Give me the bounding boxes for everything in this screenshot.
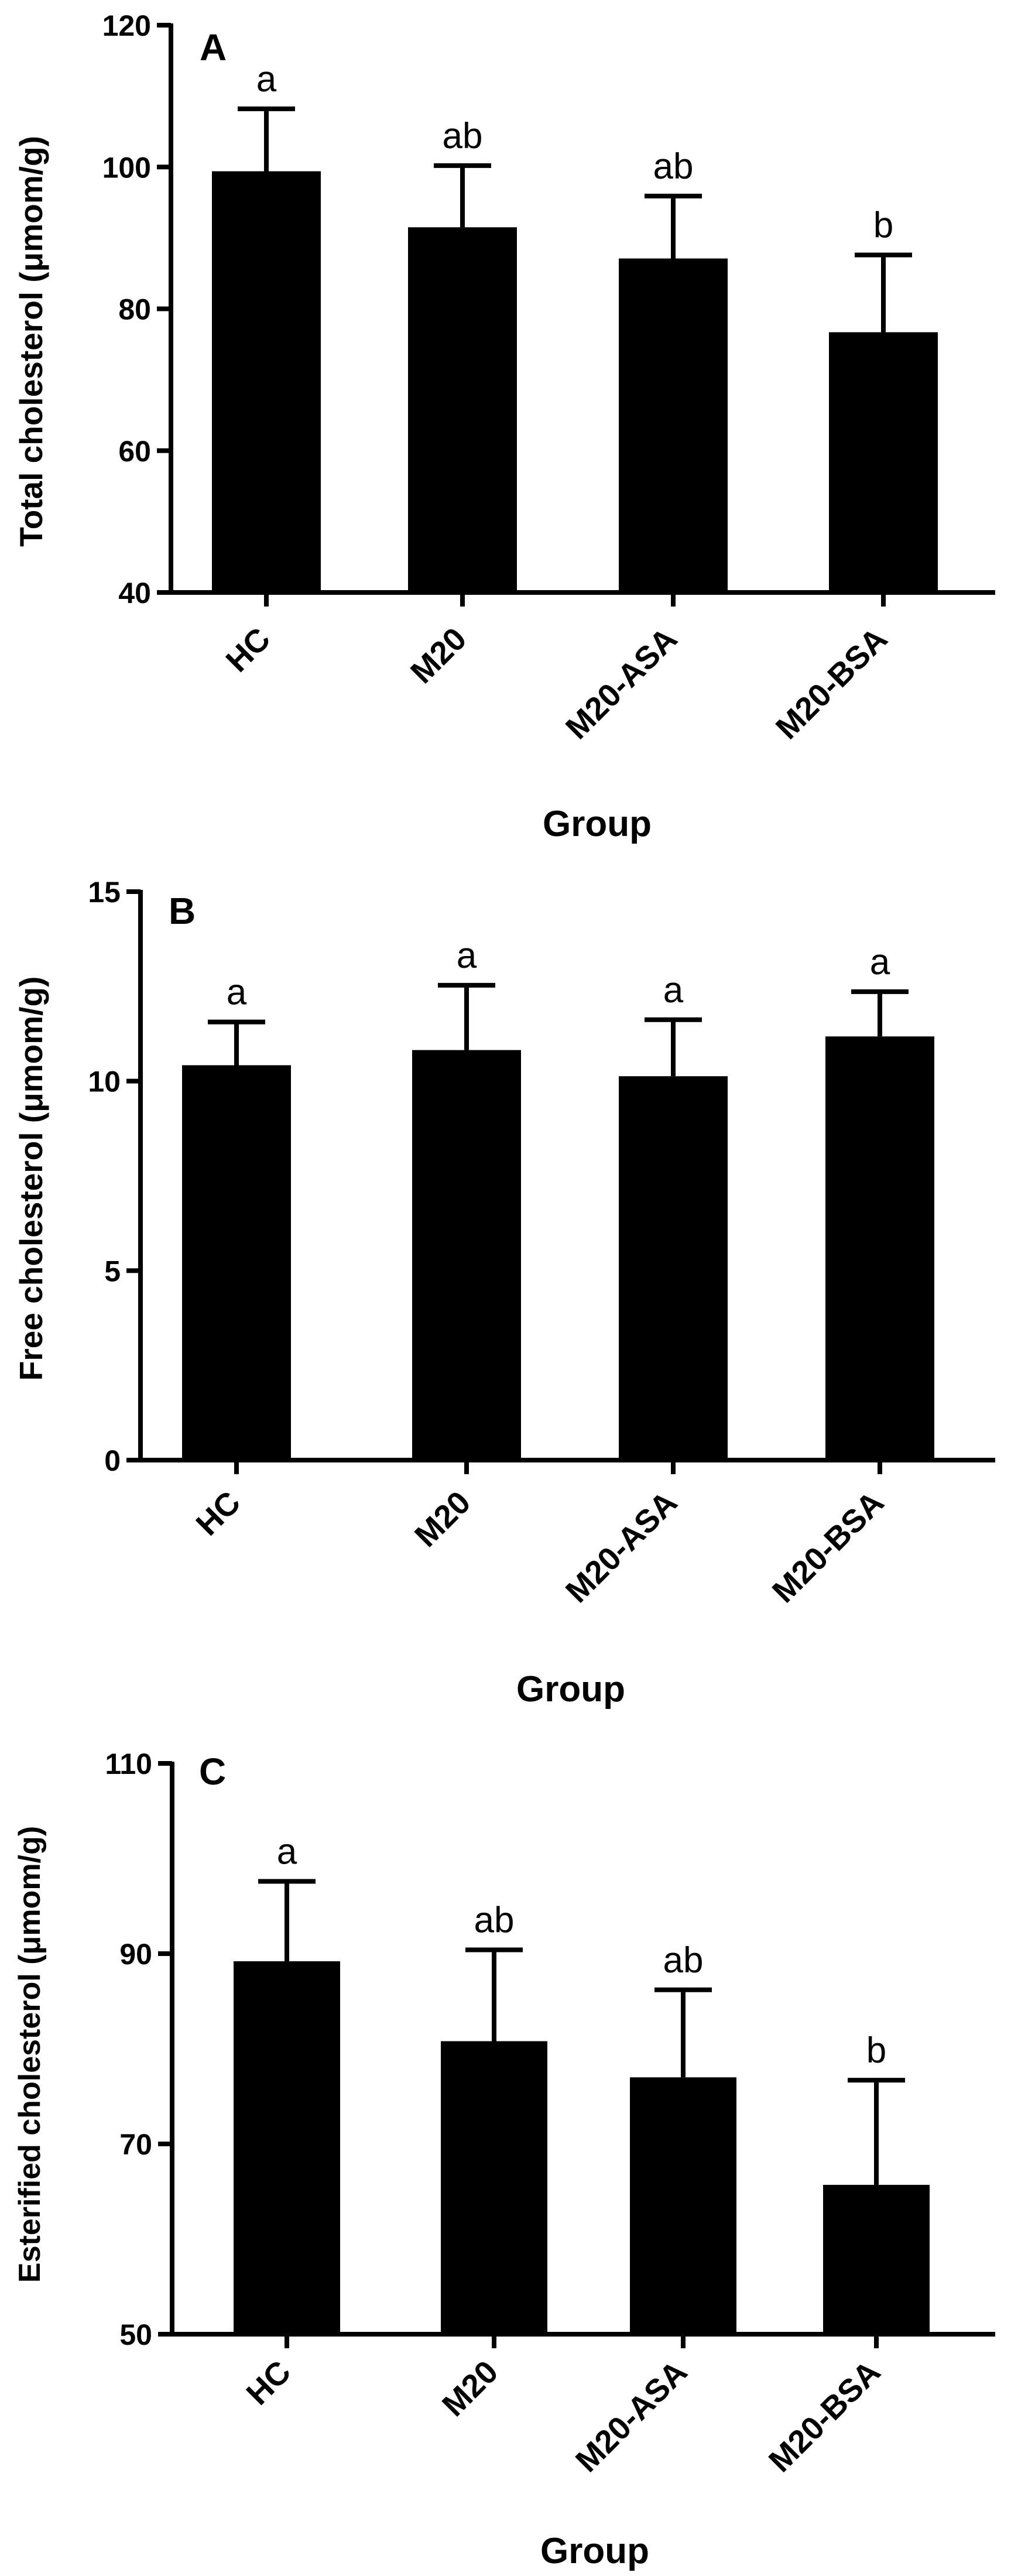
- y-axis-title-c: Esterified cholesterol (μmom/g): [13, 1826, 47, 2283]
- y-tick-label: 110: [105, 1748, 152, 1780]
- y-tick-label: 40: [118, 577, 151, 609]
- x-axis-title-c: Group: [540, 2531, 649, 2571]
- bar-hc: [234, 1961, 340, 2334]
- bar-m20-asa: [619, 1076, 728, 1460]
- x-category-label: M20-BSA: [762, 2354, 887, 2479]
- x-category-label: M20: [403, 621, 474, 691]
- bar-m20: [441, 2041, 547, 2334]
- bar-m20: [408, 227, 517, 592]
- y-tick-label: 80: [118, 293, 151, 326]
- y-tick-label: 50: [119, 2318, 152, 2351]
- x-category-label: M20: [407, 1484, 478, 1554]
- significance-letter: b: [866, 2030, 886, 2071]
- significance-letter: a: [457, 936, 477, 976]
- bar-hc: [212, 171, 321, 593]
- x-category-label: M20-ASA: [568, 2354, 694, 2479]
- panel-c-esterified-cholesterol: C Esterified cholesterol (μmom/g) Group …: [13, 1748, 995, 2571]
- y-tick-label: 0: [104, 1444, 121, 1477]
- significance-letter: a: [663, 970, 684, 1010]
- y-tick-label: 5: [104, 1255, 121, 1287]
- x-category-label: HC: [239, 2354, 297, 2412]
- significance-letter: ab: [653, 146, 694, 187]
- y-tick-label: 10: [88, 1066, 121, 1098]
- panel-letter-a: A: [200, 26, 227, 68]
- bar-m20-bsa: [829, 332, 938, 592]
- bar-m20-asa: [619, 258, 728, 593]
- x-category-label: HC: [218, 621, 277, 679]
- bar-m20-bsa: [825, 1036, 934, 1460]
- bar-m20: [412, 1050, 521, 1460]
- bar-m20-asa: [630, 2077, 736, 2334]
- x-category-label: HC: [189, 1484, 247, 1543]
- x-category-label: M20-BSA: [769, 621, 895, 746]
- bar-m20-bsa: [823, 2184, 930, 2334]
- significance-letter: a: [870, 942, 890, 982]
- y-tick-label: 60: [118, 435, 151, 468]
- significance-letter: a: [277, 1832, 297, 1872]
- x-category-label: M20-BSA: [765, 1484, 891, 1610]
- panel-b-free-cholesterol: B Free cholesterol (μmom/g) Group a a a a 0 5…: [13, 876, 995, 1710]
- panel-a-total-cholesterol: A Total cholesterol (μmom/g) Group a ab ab…: [13, 9, 995, 844]
- significance-letter: a: [227, 972, 247, 1013]
- y-tick-label: 120: [102, 9, 151, 42]
- x-axis-title-b: Group: [516, 1669, 625, 1710]
- panel-letter-b: B: [169, 890, 196, 932]
- x-category-label: M20-ASA: [558, 1484, 684, 1610]
- y-tick-label: 15: [88, 876, 121, 909]
- significance-letter: a: [256, 59, 277, 100]
- y-tick-label: 90: [119, 1938, 152, 1971]
- panel-letter-c: C: [199, 1751, 226, 1793]
- y-tick-label: 100: [102, 151, 151, 184]
- bar-hc: [182, 1065, 291, 1460]
- x-category-label: M20: [435, 2354, 505, 2424]
- significance-letter: ab: [663, 1940, 704, 1981]
- x-axis-title-a: Group: [543, 804, 652, 844]
- significance-letter: ab: [474, 1900, 515, 1941]
- y-tick-label: 70: [119, 2128, 152, 2161]
- significance-letter: b: [873, 205, 893, 245]
- y-axis-title-a: Total cholesterol (μmom/g): [13, 136, 49, 547]
- y-axis-title-b: Free cholesterol (μmom/g): [13, 977, 49, 1381]
- x-category-label: M20-ASA: [558, 621, 684, 746]
- significance-letter: ab: [443, 116, 483, 156]
